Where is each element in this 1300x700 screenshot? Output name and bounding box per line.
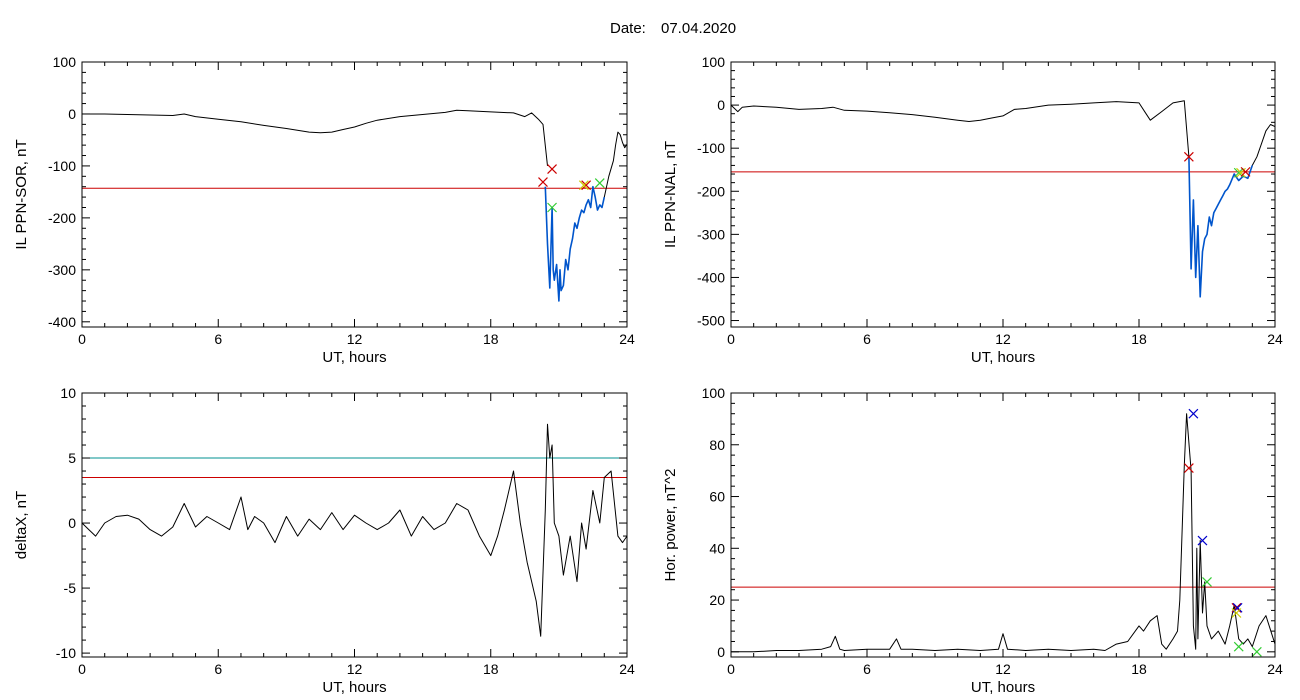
x-axis-label: UT, hours [322, 679, 386, 696]
x-tick-label: 24 [619, 331, 635, 347]
y-tick-label: 0 [717, 97, 725, 113]
signal-series-line [603, 131, 628, 198]
cross-marker [1183, 463, 1194, 473]
y-axis-label: IL PPN-NAL, nT [662, 141, 679, 248]
x-tick-label: 6 [863, 661, 871, 677]
x-axis-label: UT, hours [971, 349, 1035, 366]
y-tick-label: -400 [48, 314, 76, 330]
y-tick-label: 100 [702, 54, 726, 70]
y-tick-label: -300 [697, 226, 725, 242]
signal-series-line [81, 423, 628, 637]
chart-panel-deltax: 0 6 12 18 24 -10 -5 0 5 10 UT, hours deltaX, nT [13, 385, 635, 696]
signal-series-line [82, 109, 548, 166]
x-axis-label: UT, hours [971, 679, 1035, 696]
cross-marker [1202, 577, 1212, 587]
x-tick-label: 24 [1267, 331, 1283, 347]
cross-marker [538, 177, 548, 187]
cross-marker [1197, 535, 1208, 546]
x-tick-label: 0 [727, 661, 735, 677]
date-value: 07.04.2020 [661, 20, 736, 37]
x-tick-label: 24 [619, 661, 635, 677]
cross-marker [1188, 408, 1199, 419]
y-tick-label: -10 [56, 645, 76, 661]
substorm-series-line [1188, 156, 1254, 298]
chart-panel-il-ppn-sor: 0 6 12 18 24 -400 -300 -200 -100 0 100 UT, hours IL … [13, 54, 635, 366]
cross-marker [547, 202, 557, 213]
x-tick-label: 12 [347, 331, 363, 347]
signal-series-line [730, 100, 1190, 157]
x-tick-label: 6 [863, 331, 871, 347]
date-header: Date: 07.04.2020 [610, 20, 736, 37]
x-tick-label: 18 [483, 661, 499, 677]
x-tick-label: 18 [1131, 331, 1147, 347]
y-tick-label: 60 [709, 489, 725, 505]
y-tick-label: -100 [48, 158, 76, 174]
y-tick-label: -200 [48, 210, 76, 226]
y-axis-label: Hor. power, nT^2 [662, 469, 679, 582]
cross-marker [1183, 151, 1194, 162]
y-axis-label: deltaX, nT [13, 491, 30, 559]
x-tick-label: 6 [214, 661, 222, 677]
cross-marker [1233, 641, 1244, 652]
signal-series-line [1251, 124, 1276, 166]
y-tick-label: -200 [697, 183, 725, 199]
x-tick-label: 18 [483, 331, 499, 347]
cross-marker [1240, 166, 1251, 177]
x-tick-label: 0 [78, 331, 86, 347]
y-tick-label: 0 [68, 515, 76, 531]
y-axis-label: IL PPN-SOR, nT [13, 139, 30, 249]
date-label: Date: [610, 20, 646, 37]
y-tick-label: 0 [68, 106, 76, 122]
x-tick-label: 18 [1131, 661, 1147, 677]
y-tick-label: 100 [53, 54, 77, 70]
x-tick-label: 0 [78, 661, 86, 677]
y-tick-label: 10 [60, 385, 76, 401]
cross-marker [578, 180, 589, 191]
y-tick-label: 80 [709, 437, 725, 453]
y-tick-label: -5 [64, 580, 77, 596]
x-tick-label: 6 [214, 331, 222, 347]
y-tick-label: 100 [702, 385, 726, 401]
cross-marker [1231, 608, 1242, 618]
x-tick-label: 12 [995, 661, 1011, 677]
x-tick-label: 12 [347, 661, 363, 677]
y-tick-label: -100 [697, 140, 725, 156]
cross-marker [1251, 646, 1262, 657]
chart-panel-hor-power: 0 6 12 18 24 0 20 40 60 80 100 UT, hours Hor. power,… [662, 385, 1283, 696]
substorm-series-line [544, 185, 606, 302]
x-tick-label: 24 [1267, 661, 1283, 677]
cross-marker [594, 178, 605, 188]
y-tick-label: -500 [697, 313, 725, 329]
y-tick-label: 20 [709, 592, 725, 608]
x-tick-label: 0 [727, 331, 735, 347]
y-tick-label: -300 [48, 262, 76, 278]
y-tick-label: -400 [697, 269, 725, 285]
x-axis-label: UT, hours [322, 349, 386, 366]
y-tick-label: 5 [68, 450, 76, 466]
y-tick-label: 0 [717, 644, 725, 660]
cross-marker [547, 164, 557, 174]
chart-panel-il-ppn-nal: 0 6 12 18 24 -500 -400 -300 -200 -100 0 100 UT, hour… [662, 54, 1283, 366]
x-tick-label: 12 [995, 331, 1011, 347]
y-tick-label: 40 [709, 540, 725, 556]
plot-frame [730, 61, 1276, 328]
cross-marker [581, 180, 592, 191]
signal-series-line [731, 413, 1276, 653]
